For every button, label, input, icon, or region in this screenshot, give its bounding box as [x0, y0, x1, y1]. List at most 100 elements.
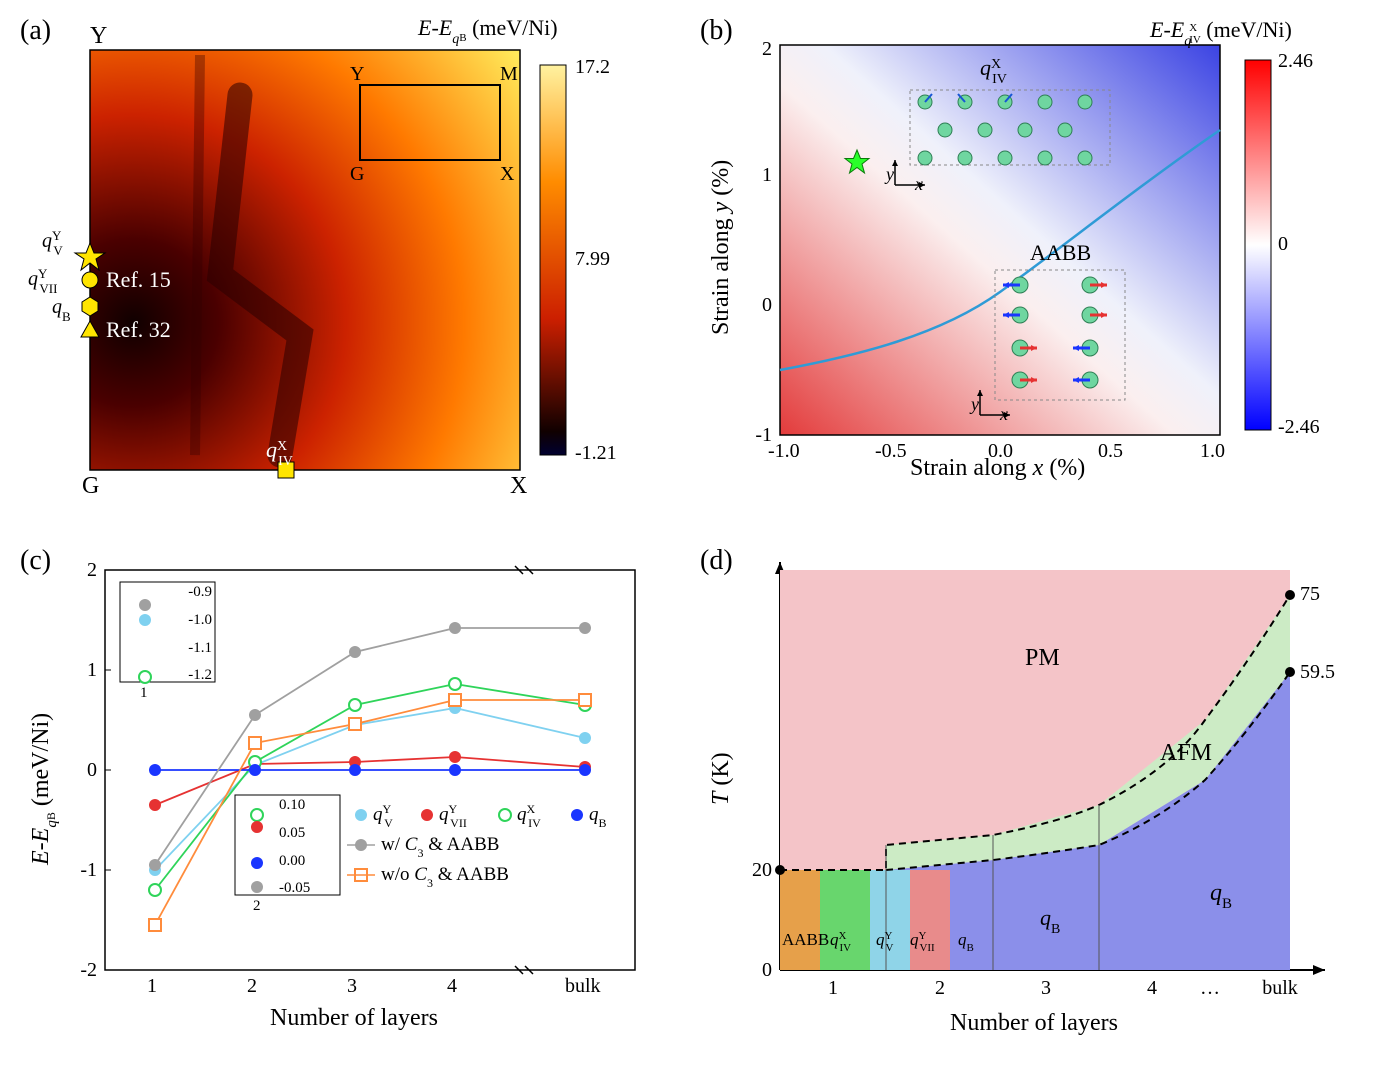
series-marker-q_B — [149, 764, 161, 776]
d-mark-75-label: 75 — [1300, 583, 1320, 605]
c-yticks: 2 1 0 -1 -2 — [80, 559, 111, 981]
svg-text:0.10: 0.10 — [279, 797, 305, 813]
series-marker-withC3 — [349, 646, 361, 658]
svg-text:-0.9: -0.9 — [188, 584, 212, 600]
series-marker-withC3 — [449, 622, 461, 634]
c-xticks: 1 2 3 4 bulk — [147, 975, 601, 997]
d-mark-595 — [1285, 667, 1295, 677]
svg-text:4: 4 — [1147, 977, 1157, 999]
series-marker-withoutC3 — [449, 694, 461, 706]
inset-lower-pt — [251, 809, 263, 821]
svg-text:0: 0 — [762, 959, 772, 981]
d-yticks: 0 20 — [752, 859, 772, 981]
svg-text:bulk: bulk — [1262, 977, 1298, 999]
series-marker-withoutC3 — [249, 737, 261, 749]
b-xlabel: Strain along x (%) — [910, 455, 1085, 481]
series-marker-q_IV_X — [149, 884, 161, 896]
svg-text:0.05: 0.05 — [279, 825, 305, 841]
svg-text:0.00: 0.00 — [279, 853, 305, 869]
panel-a: (a) Y G X Y — [20, 15, 660, 515]
panel-b: (b) qXIV — [700, 15, 1360, 515]
svg-text:0: 0 — [87, 759, 97, 781]
svg-text:3: 3 — [1041, 977, 1051, 999]
b-cbar-title: E-EqXIV (meV/Ni) — [1149, 17, 1292, 49]
a-colorbar — [540, 65, 566, 455]
panel-c-label: (c) — [20, 545, 51, 577]
marker-qB-label: qB — [52, 296, 71, 324]
a-xlabel-left: G — [82, 473, 99, 499]
marker-qVII-label: qYVII — [28, 266, 57, 296]
b-cmin: -2.46 — [1278, 416, 1320, 438]
b-colorbar — [1245, 60, 1271, 430]
inset-upper-pt — [139, 614, 151, 626]
c-inset-upper: -0.9 -1.0 -1.1 -1.2 1 — [120, 582, 215, 701]
series-marker-withC3 — [149, 859, 161, 871]
svg-text:1: 1 — [140, 685, 148, 701]
heatmap-rect — [90, 50, 520, 470]
a-inset-tl: Y — [350, 63, 364, 85]
d-l1-aabb: AABB — [782, 930, 829, 949]
panel-b-label: (b) — [700, 15, 733, 47]
d-mark-75 — [1285, 590, 1295, 600]
a-xlabel-right: X — [510, 473, 527, 499]
a-cmax: 17.2 — [575, 56, 610, 78]
c-series-lines — [155, 628, 585, 925]
d-mark-595-label: 59.5 — [1300, 661, 1335, 683]
series-marker-q_B — [449, 764, 461, 776]
svg-text:qYV: qYV — [373, 802, 393, 830]
inset-lower-pt — [251, 821, 263, 833]
b-yticks: -1 0 1 2 — [755, 38, 772, 446]
series-marker-q_V_Y — [579, 732, 591, 744]
svg-text:-1: -1 — [80, 859, 97, 881]
svg-text:-0.05: -0.05 — [279, 880, 310, 896]
a-inset-br: X — [500, 163, 515, 185]
svg-text:-1.0: -1.0 — [768, 440, 800, 462]
panel-d: (d) — [700, 545, 1360, 1065]
svg-text:-1: -1 — [755, 424, 772, 446]
panel-a-label: (a) — [20, 15, 51, 47]
svg-text:3: 3 — [347, 975, 357, 997]
svg-text:qXIV: qXIV — [517, 802, 541, 830]
series-marker-q_IV_X — [449, 678, 461, 690]
d-ylabel: T (K) — [708, 752, 734, 805]
svg-text:y: y — [884, 164, 894, 184]
series-marker-withoutC3 — [149, 919, 161, 931]
marker-circle — [82, 272, 98, 288]
svg-text:4: 4 — [447, 975, 457, 997]
svg-text:2: 2 — [762, 38, 772, 60]
series-marker-q_IV_X — [349, 699, 361, 711]
series-marker-q_B — [349, 764, 361, 776]
svg-text:-1.2: -1.2 — [188, 667, 212, 683]
c-legend: qYV qYVII qXIV qB w/ C3 & AABB w/o C3 & … — [347, 802, 607, 890]
series-marker-q_VII_Y — [449, 751, 461, 763]
panel-d-svg: 75 59.5 PM AFM qB qB AABB qXIV qYV qYVII… — [700, 545, 1360, 1065]
svg-text:0: 0 — [762, 294, 772, 316]
series-marker-withC3 — [579, 622, 591, 634]
b-cmid: 0 — [1278, 233, 1288, 255]
b-aabb-label: AABB — [1030, 240, 1091, 265]
svg-text:qYVII: qYVII — [439, 802, 467, 830]
svg-text:-1.1: -1.1 — [188, 640, 212, 656]
svg-text:1: 1 — [147, 975, 157, 997]
a-ylabel-top: Y — [90, 23, 107, 49]
marker-ref32: Ref. 32 — [106, 317, 171, 342]
b-cmax: 2.46 — [1278, 50, 1313, 72]
svg-text:2: 2 — [935, 977, 945, 999]
d-label-pm: PM — [1025, 645, 1060, 671]
series-line-q_VII_Y — [455, 757, 585, 767]
svg-text:-1.0: -1.0 — [188, 612, 212, 628]
svg-text:qB: qB — [589, 804, 607, 830]
d-mark-left — [775, 865, 785, 875]
d-xticks: 1 2 3 4 … bulk — [828, 977, 1298, 999]
svg-text:2: 2 — [253, 898, 261, 914]
series-marker-withoutC3 — [579, 694, 591, 706]
a-cmin: -1.21 — [575, 442, 617, 464]
svg-text:1: 1 — [762, 164, 772, 186]
panel-b-svg: qXIV y x AABB — [700, 15, 1360, 515]
series-line-q_V_Y — [455, 708, 585, 738]
c-xlabel: Number of layers — [270, 1005, 438, 1031]
d-layer1-gradient — [780, 870, 995, 970]
series-marker-q_B — [579, 764, 591, 776]
panel-d-label: (d) — [700, 545, 733, 577]
a-inset-bl: G — [350, 163, 364, 185]
